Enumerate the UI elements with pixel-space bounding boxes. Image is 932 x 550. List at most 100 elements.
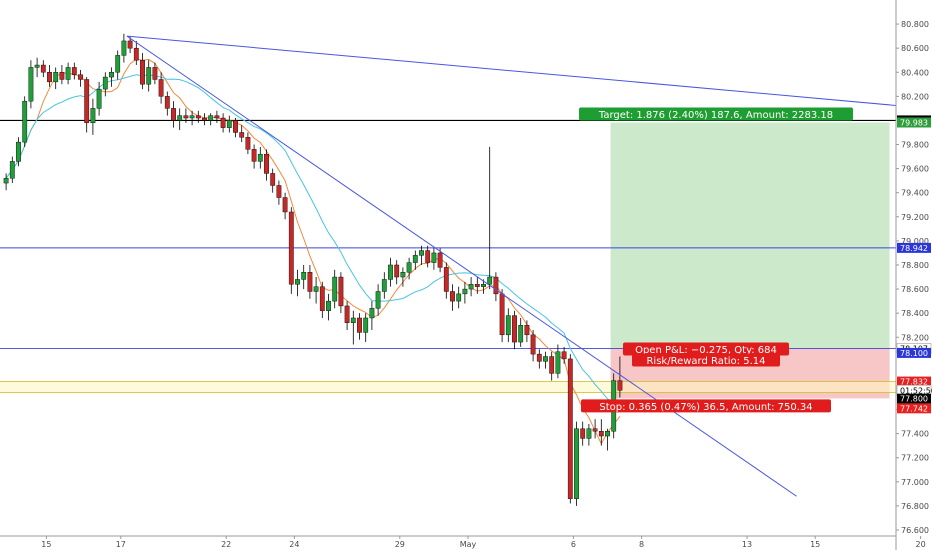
candle-body: [158, 79, 164, 97]
candle-body: [276, 185, 282, 198]
candle-body: [59, 72, 65, 80]
candle-body: [96, 88, 102, 109]
time-tick-label: 15: [41, 540, 51, 549]
candle-body: [363, 317, 369, 333]
candle-body: [183, 115, 189, 119]
candle-body: [319, 286, 325, 311]
price-badge: 77.742: [900, 404, 928, 413]
risk-reward-label: Risk/Reward Ratio: 5.14: [646, 356, 765, 367]
candle-body: [369, 308, 375, 319]
candle-body: [338, 276, 344, 307]
candle-body: [164, 96, 170, 109]
candles: [3, 33, 623, 506]
price-tick-label: 76.600: [901, 526, 929, 535]
moving-averages: [5, 58, 621, 445]
candle-body: [586, 428, 592, 439]
time-tick-label: 20: [916, 540, 926, 549]
candle-body: [71, 67, 77, 75]
target-label-box: [579, 107, 853, 121]
candle-body: [301, 272, 307, 280]
price-badge: 01:52:50: [900, 386, 932, 395]
price-tick-label: 79.400: [901, 189, 929, 198]
candle-body: [431, 252, 437, 263]
time-tick-label: 15: [810, 540, 820, 549]
lower-trend-line[interactable]: [126, 35, 797, 497]
candle-body: [189, 115, 195, 119]
candle-body: [53, 72, 59, 83]
pnl-label-box: [623, 342, 789, 356]
price-badge: 78.942: [900, 244, 928, 253]
candle-body: [22, 100, 28, 143]
price-tick-label: 78.800: [901, 261, 929, 270]
candle-body: [121, 40, 127, 56]
candle-body: [84, 79, 90, 124]
candle-body: [16, 141, 21, 162]
candle-body: [394, 264, 400, 278]
price-tick-label: 79.800: [901, 141, 929, 150]
upper-trend-line[interactable]: [126, 35, 932, 114]
price-tick-label: 77.200: [901, 454, 929, 463]
candle-body: [617, 380, 623, 391]
candle-body: [419, 250, 424, 256]
candle-body: [598, 431, 604, 437]
price-badge: 77.832: [900, 378, 928, 387]
risk-reward-label-box: [632, 353, 780, 367]
candle-body: [493, 276, 499, 295]
time-tick-label: 29: [395, 540, 405, 549]
price-tick-label: 77.400: [901, 430, 929, 439]
candle-body: [474, 284, 480, 287]
candle-body: [115, 55, 121, 73]
candle-body: [3, 178, 9, 184]
time-axis[interactable]: 15 17 22 24 29 May 6 8 13 15 20: [0, 535, 926, 549]
price-badge-box: [897, 117, 931, 128]
candle-body: [109, 72, 114, 78]
position-zones: [610, 122, 890, 399]
candle-body: [140, 60, 145, 85]
target-label: Target: 1.876 (2.40%) 187.6, Amount: 228…: [598, 110, 833, 121]
time-tick-label: 17: [116, 540, 126, 549]
time-tick-label: 22: [221, 540, 231, 549]
candle-body: [133, 47, 139, 61]
candle-body: [536, 353, 542, 362]
time-tick-label: 8: [639, 540, 644, 549]
candle-body: [555, 351, 561, 374]
position-tags: Target: 1.876 (2.40%) 187.6, Amount: 228…: [579, 107, 853, 413]
candle-body: [257, 153, 263, 162]
candle-body: [412, 255, 418, 263]
candle-body: [450, 291, 455, 302]
candle-body: [499, 293, 505, 336]
slow-moving-average: [5, 74, 621, 406]
price-badge-box: [897, 393, 931, 404]
candle-body: [350, 317, 356, 323]
candle-body: [505, 315, 511, 336]
candle-body: [214, 115, 220, 119]
price-axis[interactable]: 80.800 80.600 80.400 80.200 79.800 79.600 79.4…: [895, 0, 932, 550]
candle-body: [127, 40, 133, 49]
candle-body: [220, 117, 226, 128]
time-tick-label: 13: [742, 540, 752, 549]
price-tick-label: 80.400: [901, 68, 929, 77]
candle-body: [530, 334, 536, 355]
candle-body: [468, 284, 474, 290]
price-badge-box: [897, 242, 931, 253]
candle-body: [295, 279, 300, 285]
candle-body: [239, 132, 245, 138]
price-tick-label: 78.200: [901, 333, 929, 342]
time-tick-label: May: [460, 540, 477, 549]
candle-body: [332, 276, 338, 302]
candle-body: [288, 211, 294, 285]
time-tick-label: 24: [289, 540, 299, 549]
price-badge: 78.100: [900, 349, 928, 358]
price-tick-label: 80.200: [901, 92, 929, 101]
candle-body: [326, 300, 331, 311]
candle-body: [208, 115, 214, 121]
time-tick-label: 6: [571, 540, 576, 549]
candle-body: [307, 272, 313, 292]
candle-body: [456, 293, 462, 302]
profit-zone: [610, 122, 890, 349]
fast-moving-average: [5, 58, 621, 445]
price-tick-label: 76.800: [901, 502, 929, 511]
price-badge: 79.983: [900, 118, 928, 127]
candle-body: [65, 67, 71, 80]
